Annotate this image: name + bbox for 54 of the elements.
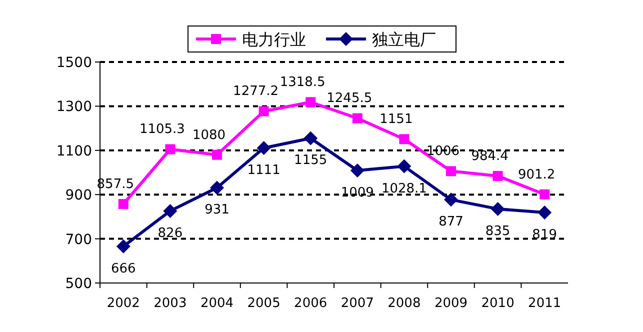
data-label: 666 [110,261,136,276]
y-tick-label: 900 [65,188,92,204]
data-label: 984.4 [471,148,508,164]
point [538,206,552,220]
point [444,192,458,207]
point [352,113,362,124]
legend-label: 电力行业 [242,30,306,49]
x-tick-label: 2009 [434,296,468,311]
data-label: 1111 [247,162,280,178]
y-tick-label: 500 [65,276,92,292]
x-tick-label: 2010 [481,296,514,311]
x-tick-label: 2004 [200,296,234,311]
point [306,97,316,108]
data-label: 1245.5 [326,91,372,106]
legend-label: 独立电厂 [372,30,436,49]
point [397,159,412,174]
point [258,106,269,116]
point [540,189,550,200]
data-label: 1277.2 [233,84,279,100]
data-label: 1028.1 [381,181,427,196]
y-tick-label: 1300 [56,99,92,116]
y-tick-label: 1500 [56,55,92,71]
data-label: 1155 [294,153,328,168]
y-tick-label: 700 [65,232,92,248]
point [350,164,364,178]
point [399,134,410,144]
data-label: 877 [438,214,464,230]
point [118,198,128,209]
data-label: 826 [158,226,183,241]
data-label: 931 [204,202,230,218]
data-label: 1080 [192,128,226,143]
data-label: 1318.5 [280,75,326,90]
x-tick-label: 2006 [294,296,328,311]
data-label: 901.2 [518,167,556,182]
point [446,166,456,176]
data-label: 835 [485,224,510,239]
x-tick-label: 2003 [154,296,187,311]
point [256,140,271,155]
y-tick-label: 1100 [56,143,92,160]
x-tick-label: 2005 [247,296,280,311]
point [165,144,176,154]
x-tick-label: 2002 [106,296,140,311]
x-tick-label: 2007 [340,296,374,311]
x-tick-label: 2008 [388,296,421,311]
data-label: 1105.3 [139,122,185,138]
point [116,239,130,254]
point [212,150,222,160]
point [492,170,503,181]
point [210,180,224,195]
data-label: 1151 [380,112,413,128]
point [163,204,178,218]
point [304,131,318,146]
point [490,202,505,216]
x-tick-label: 2011 [528,296,562,311]
